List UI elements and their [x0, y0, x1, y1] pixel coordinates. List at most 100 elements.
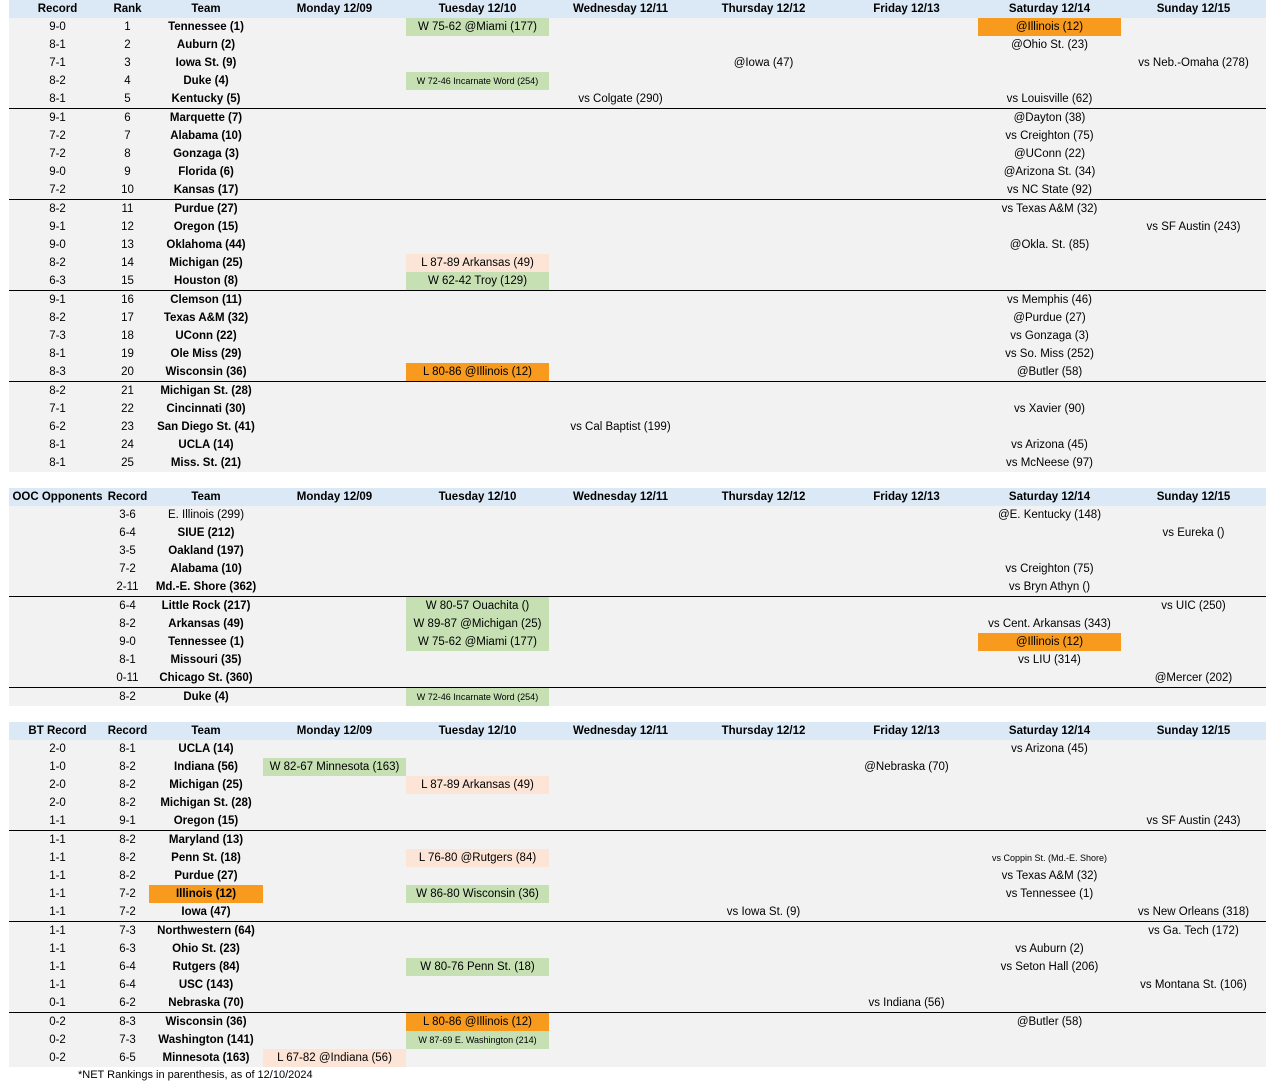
- game-cell: vs SF Austin (243): [1121, 812, 1266, 831]
- game-cell: [692, 994, 835, 1013]
- game-cell: [263, 812, 406, 831]
- game-cell: W 80-57 Ouachita (): [406, 596, 549, 615]
- second-cell: 9: [106, 163, 149, 181]
- game-cell: [692, 812, 835, 831]
- first-cell: 7-1: [9, 400, 106, 418]
- table-row: 7-2 Alabama (10) vs Creighton (75): [9, 560, 1266, 578]
- team-cell: Little Rock (217): [149, 596, 263, 615]
- second-cell: 22: [106, 400, 149, 418]
- game-cell: [1121, 1012, 1266, 1031]
- game-cell: [406, 309, 549, 327]
- game-cell: vs NC State (92): [978, 181, 1121, 200]
- second-cell: 16: [106, 290, 149, 309]
- game-cell: [549, 454, 692, 472]
- second-cell: 9-0: [106, 633, 149, 651]
- game-cell: [1121, 776, 1266, 794]
- game-cell: [835, 794, 978, 812]
- game-cell: [692, 578, 835, 597]
- table-row: 1-1 8-2 Penn St. (18) L 76-80 @Rutgers (84)…: [9, 849, 1266, 867]
- table-row: 7-1 3 Iowa St. (9) @Iowa (47) vs Neb.-Omaha …: [9, 54, 1266, 72]
- game-cell: [263, 976, 406, 994]
- game-cell: [1121, 272, 1266, 291]
- first-cell: [9, 633, 106, 651]
- table-row: 1-1 8-2 Purdue (27) vs Texas A&M (32): [9, 867, 1266, 885]
- game-cell: [978, 272, 1121, 291]
- game-cell: [692, 254, 835, 272]
- game-cell: vs Cent. Arkansas (343): [978, 615, 1121, 633]
- game-cell: [1121, 18, 1266, 36]
- first-cell: 2-0: [9, 740, 106, 758]
- day-header: Tuesday 12/10: [406, 0, 549, 18]
- first-cell: 8-1: [9, 36, 106, 54]
- header-row: BT Record Record Team Monday 12/09 Tuesday 1…: [9, 722, 1266, 740]
- table-row: 0-1 6-2 Nebraska (70) vs Indiana (56): [9, 994, 1266, 1013]
- table-row: 7-2 10 Kansas (17) vs NC State (92): [9, 181, 1266, 200]
- game-cell: [978, 794, 1121, 812]
- game-cell: [263, 794, 406, 812]
- game-cell: vs Montana St. (106): [1121, 976, 1266, 994]
- game-cell: [549, 18, 692, 36]
- game-cell: [406, 812, 549, 831]
- game-cell: [406, 651, 549, 669]
- game-cell: [835, 163, 978, 181]
- game-cell: [835, 327, 978, 345]
- game-cell: [549, 236, 692, 254]
- game-cell: [549, 776, 692, 794]
- game-cell: [835, 615, 978, 633]
- game-cell: [978, 72, 1121, 90]
- game-cell: [835, 72, 978, 90]
- game-cell: [835, 363, 978, 382]
- second-cell: 8-2: [106, 776, 149, 794]
- game-cell: L 87-89 Arkansas (49): [406, 776, 549, 794]
- game-cell: [263, 54, 406, 72]
- game-cell: [406, 740, 549, 758]
- game-cell: [1121, 345, 1266, 363]
- team-cell: Marquette (7): [149, 108, 263, 127]
- game-cell: vs Cal Baptist (199): [549, 418, 692, 436]
- team-cell: Duke (4): [149, 72, 263, 90]
- game-cell: vs Auburn (2): [978, 940, 1121, 958]
- game-cell: [692, 272, 835, 291]
- day-header: Sunday 12/15: [1121, 488, 1266, 506]
- game-cell: [549, 272, 692, 291]
- team-cell: Michigan St. (28): [149, 381, 263, 400]
- team-cell: Md.-E. Shore (362): [149, 578, 263, 597]
- game-cell: [549, 108, 692, 127]
- game-cell: [549, 290, 692, 309]
- column-header: Record: [106, 488, 149, 506]
- first-cell: 8-2: [9, 254, 106, 272]
- game-cell: [549, 669, 692, 688]
- column-header: Team: [149, 0, 263, 18]
- game-cell: [1121, 290, 1266, 309]
- second-cell: 18: [106, 327, 149, 345]
- table-row: 8-2 14 Michigan (25) L 87-89 Arkansas (49): [9, 254, 1266, 272]
- game-cell: [1121, 418, 1266, 436]
- game-cell: [978, 812, 1121, 831]
- column-header: Record: [9, 0, 106, 18]
- table-row: 1-1 7-2 Iowa (47) vs Iowa St. (9) vs New Orl…: [9, 903, 1266, 922]
- game-cell: [406, 1049, 549, 1067]
- game-cell: [549, 651, 692, 669]
- game-cell: [835, 1012, 978, 1031]
- game-cell: [978, 1049, 1121, 1067]
- game-cell: [978, 758, 1121, 776]
- second-cell: 8-2: [106, 615, 149, 633]
- game-cell: [406, 327, 549, 345]
- first-cell: 7-1: [9, 54, 106, 72]
- game-cell: [1121, 327, 1266, 345]
- game-cell: @Butler (58): [978, 1012, 1121, 1031]
- game-cell: [406, 145, 549, 163]
- first-cell: 8-1: [9, 436, 106, 454]
- game-cell: [549, 400, 692, 418]
- game-cell: @Illinois (12): [978, 18, 1121, 36]
- first-cell: 7-2: [9, 145, 106, 163]
- game-cell: [978, 596, 1121, 615]
- team-cell: Rutgers (84): [149, 958, 263, 976]
- game-cell: [406, 436, 549, 454]
- game-cell: [692, 381, 835, 400]
- game-cell: [835, 199, 978, 218]
- game-cell: [549, 758, 692, 776]
- game-cell: [835, 921, 978, 940]
- game-cell: [835, 740, 978, 758]
- game-cell: [263, 1031, 406, 1049]
